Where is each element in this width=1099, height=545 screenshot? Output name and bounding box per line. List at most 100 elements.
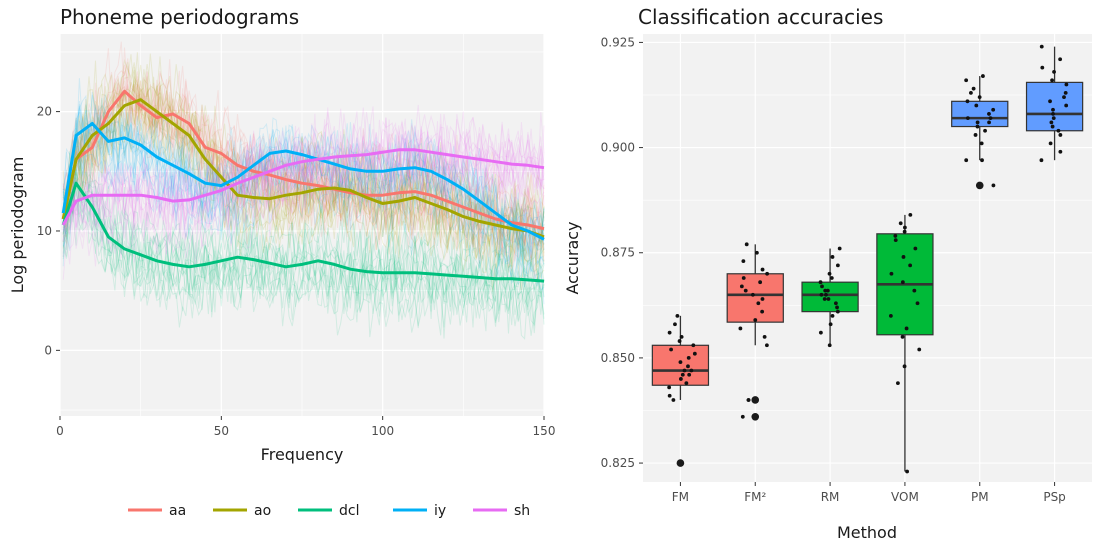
point-PSp xyxy=(1049,120,1054,125)
point-FM² xyxy=(760,309,765,314)
point-RM xyxy=(830,313,835,318)
trace-aa xyxy=(63,47,545,253)
boxplot-FM² xyxy=(726,242,784,421)
point-PM xyxy=(975,120,980,125)
point-FM xyxy=(677,339,682,343)
point-PSp xyxy=(1062,95,1066,99)
point-VOM xyxy=(900,280,905,285)
right-y-tick-label: 0.900 xyxy=(601,141,635,155)
right-x-tick-label: FM xyxy=(672,490,689,504)
trace-iy xyxy=(62,97,545,261)
point-FM xyxy=(667,330,672,335)
point-VOM xyxy=(896,381,900,386)
outlier-FM² xyxy=(751,396,760,404)
point-RM xyxy=(835,305,839,310)
point-PSp xyxy=(1058,133,1063,137)
trace-sh xyxy=(62,124,545,228)
trace-sh xyxy=(62,134,545,267)
point-PM xyxy=(965,116,970,121)
right-x-tick-label: FM² xyxy=(744,490,766,504)
point-FM² xyxy=(739,284,744,289)
left-y-tick-label: 20 xyxy=(37,105,52,119)
point-VOM xyxy=(900,334,905,339)
point-RM xyxy=(825,288,830,293)
point-FM² xyxy=(760,297,765,301)
boxplot-RM xyxy=(801,246,859,348)
trace-iy xyxy=(62,122,545,287)
point-PM xyxy=(969,90,973,95)
trace-dcl xyxy=(62,117,545,304)
series-line-iy xyxy=(61,122,545,241)
point-FM² xyxy=(758,280,763,285)
point-FM² xyxy=(746,398,751,402)
trace-iy xyxy=(62,104,545,253)
point-PSp xyxy=(1039,44,1044,49)
point-RM xyxy=(833,301,838,306)
point-RM xyxy=(820,284,824,289)
point-VOM xyxy=(902,364,907,369)
point-PSp xyxy=(1058,149,1063,154)
right-x-tick-label: RM xyxy=(821,490,840,504)
point-RM xyxy=(835,309,840,314)
point-PM xyxy=(980,158,984,163)
point-VOM xyxy=(901,255,906,259)
trace-dcl xyxy=(62,188,545,336)
legend-label-ao: ao xyxy=(254,503,271,519)
point-FM xyxy=(687,372,692,377)
point-PSp xyxy=(1050,78,1054,83)
point-FM xyxy=(682,368,687,373)
point-PM xyxy=(991,107,996,112)
right-boxplots xyxy=(651,44,1084,474)
legend: aa ao dcl iy sh xyxy=(128,503,530,519)
point-RM xyxy=(818,330,823,335)
left-y-axis-title: Log periodogram xyxy=(8,157,27,294)
trace-dcl xyxy=(62,149,545,294)
left-chart-title: Phoneme periodograms xyxy=(60,5,299,29)
right-plot-background xyxy=(643,34,1092,482)
point-RM xyxy=(827,343,832,348)
trace-dcl xyxy=(62,157,545,294)
point-PM xyxy=(987,120,991,125)
point-RM xyxy=(829,276,834,280)
right-y-tick-label: 0.825 xyxy=(601,456,635,470)
trace-dcl xyxy=(62,187,545,340)
point-PM xyxy=(991,183,996,188)
point-VOM xyxy=(904,326,909,331)
point-PSp xyxy=(1051,116,1056,121)
trace-ao xyxy=(62,77,545,263)
point-VOM xyxy=(912,288,917,293)
trace-iy xyxy=(62,104,545,266)
point-FM² xyxy=(738,326,743,331)
trace-ao xyxy=(62,69,545,242)
point-PSp xyxy=(1064,103,1069,108)
point-VOM xyxy=(888,313,893,318)
trace-ao xyxy=(62,86,545,291)
point-FM² xyxy=(741,276,746,280)
point-FM xyxy=(684,381,689,386)
point-PSp xyxy=(1052,69,1056,74)
point-FM² xyxy=(743,288,748,293)
point-PSp xyxy=(1058,57,1063,62)
left-y-tick-label: 10 xyxy=(37,224,52,238)
point-RM xyxy=(824,292,828,297)
point-FM xyxy=(671,398,676,402)
point-VOM xyxy=(908,212,913,217)
point-VOM xyxy=(903,225,907,230)
trace-sh xyxy=(62,104,545,235)
point-RM xyxy=(822,297,827,301)
point-PM xyxy=(988,116,993,121)
point-VOM xyxy=(898,221,903,226)
left-x-tick-label: 150 xyxy=(533,424,556,438)
point-FM² xyxy=(764,343,769,348)
trace-dcl xyxy=(62,171,545,314)
legend-label-iy: iy xyxy=(434,503,446,519)
outlier-FM xyxy=(676,459,685,467)
right-y-tick-label: 0.875 xyxy=(601,246,635,260)
point-FM² xyxy=(741,259,746,264)
point-VOM xyxy=(917,347,922,352)
right-x-tick-label: PSp xyxy=(1043,490,1065,504)
point-VOM xyxy=(889,271,894,276)
point-RM xyxy=(818,280,823,285)
trace-ao xyxy=(62,92,545,282)
box-RM xyxy=(801,281,859,313)
